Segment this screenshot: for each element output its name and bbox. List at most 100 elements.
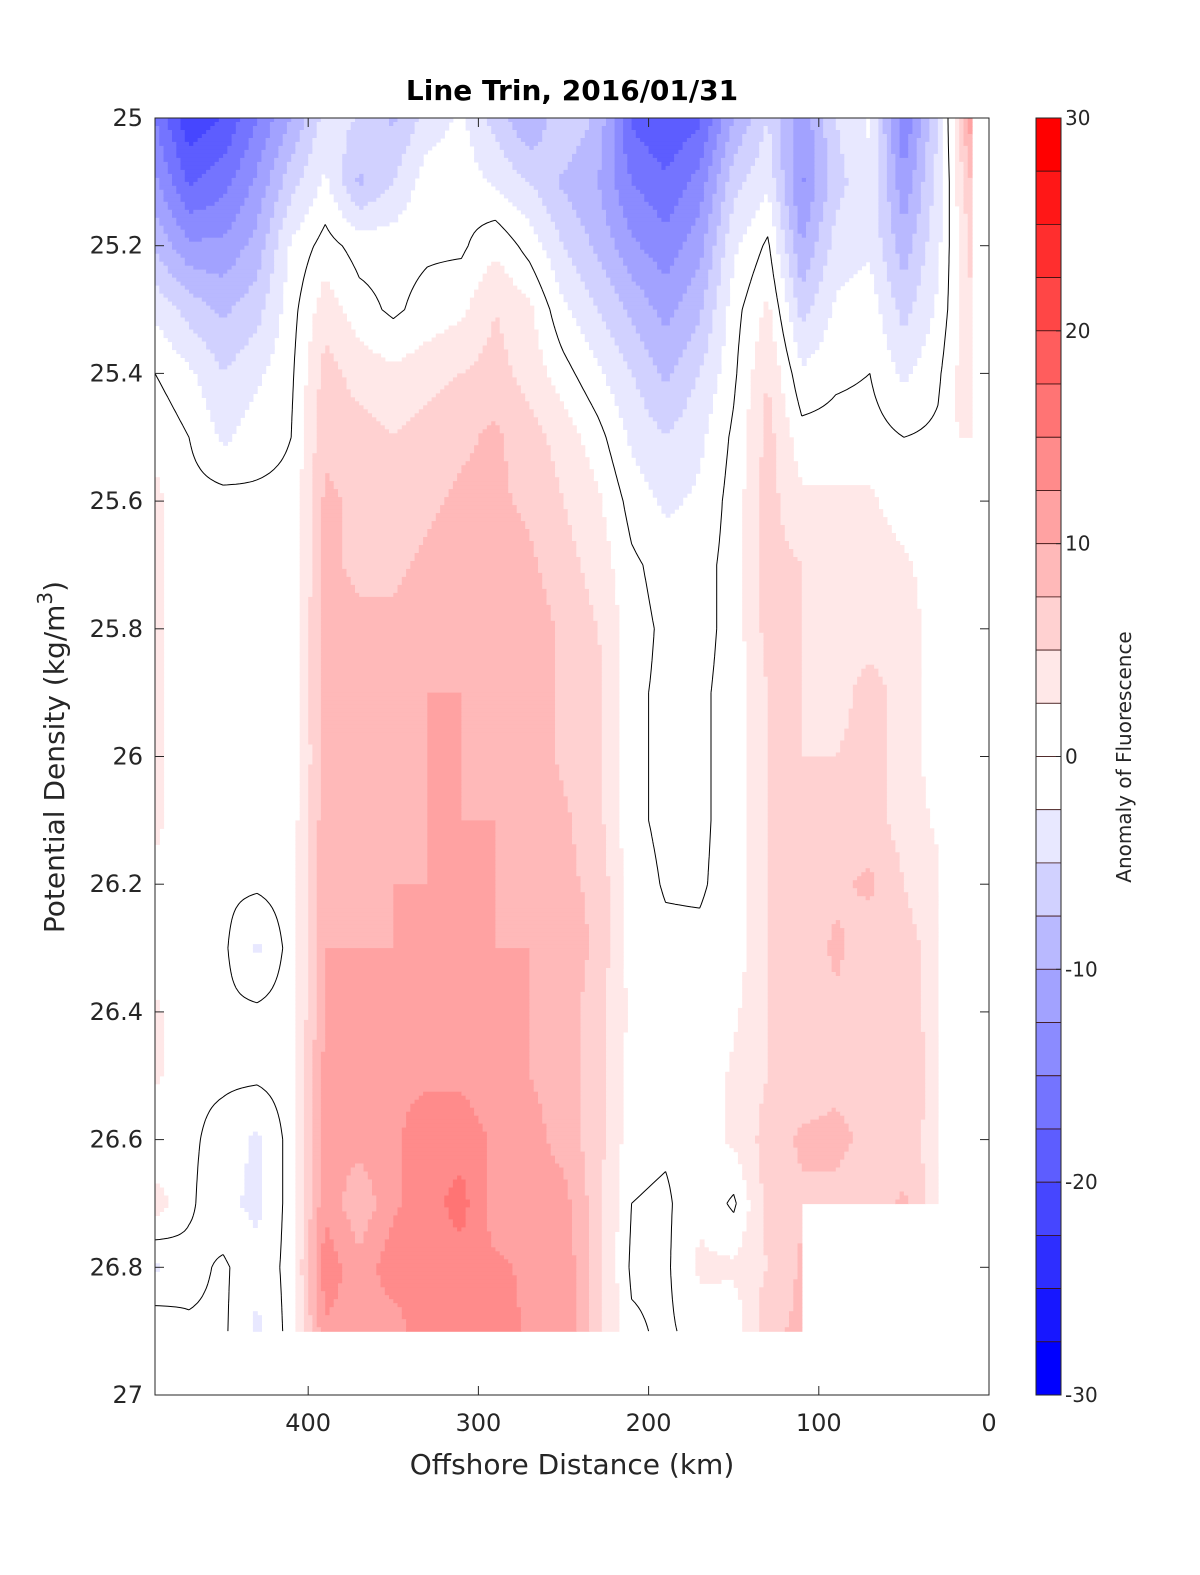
contour-band-cell — [308, 1291, 318, 1296]
contour-band-cell — [546, 249, 569, 255]
contour-band-cell — [491, 1243, 573, 1248]
contour-band-cell — [393, 1215, 450, 1220]
contour-band-cell — [793, 229, 799, 235]
contour-band-cell — [533, 225, 556, 231]
contour-band-cell — [155, 1015, 165, 1021]
contour-band-cell — [257, 169, 271, 175]
contour-band-cell — [767, 1267, 799, 1272]
contour-band-cell — [899, 257, 909, 263]
contour-band-cell — [299, 505, 314, 510]
contour-band-cell — [184, 229, 228, 235]
contour-band-cell — [308, 920, 318, 925]
contour-band-cell — [623, 305, 654, 311]
contour-band-cell — [376, 1263, 514, 1268]
contour-band-cell — [257, 269, 275, 275]
contour-band-cell — [793, 1139, 854, 1145]
contour-band-cell — [257, 273, 271, 279]
contour-band-cell — [886, 173, 896, 179]
contour-band-cell — [925, 1199, 939, 1205]
contour-band-cell — [891, 130, 901, 135]
contour-band-cell — [580, 1051, 607, 1057]
contour-band-cell — [886, 788, 926, 793]
contour-band-cell — [397, 173, 420, 179]
contour-band-cell — [320, 1179, 347, 1185]
contour-band-cell — [278, 237, 292, 243]
contour-band-cell — [172, 181, 190, 187]
contour-band-cell — [435, 333, 492, 339]
contour-band-cell — [299, 740, 309, 746]
contour-band-cell — [393, 900, 496, 905]
contour-band-cell — [303, 1251, 309, 1256]
contour-band-cell — [580, 561, 611, 566]
contour-band-cell — [878, 672, 922, 678]
contour-band-cell — [214, 429, 237, 434]
contour-band-cell — [780, 265, 790, 271]
contour-band-cell — [320, 1111, 407, 1117]
contour-band-cell — [478, 161, 513, 167]
contour-band-cell — [295, 1063, 305, 1069]
contour-band-cell — [423, 405, 531, 410]
contour-band-cell — [342, 1271, 377, 1276]
contour-band-cell — [967, 253, 973, 259]
contour-band-cell — [955, 177, 965, 183]
contour-band-cell — [320, 620, 556, 626]
contour-band-cell — [503, 153, 573, 159]
contour-band-cell — [312, 1151, 322, 1157]
contour-band-cell — [325, 952, 530, 957]
contour-band-cell — [303, 1107, 313, 1113]
contour-band-cell — [529, 529, 573, 534]
contour-band-cell — [555, 652, 603, 658]
contour-band-cell — [784, 529, 892, 534]
contour-band-cell — [763, 305, 769, 311]
contour-band-cell — [503, 433, 548, 438]
contour-band-cell — [308, 808, 322, 813]
contour-band-cell — [516, 1295, 577, 1300]
contour-band-cell — [572, 257, 599, 263]
contour-band-cell — [167, 169, 186, 175]
contour-band-cell — [320, 1247, 335, 1252]
contour-band-cell — [584, 908, 611, 913]
contour-band-cell — [316, 1007, 326, 1013]
contour-band-cell — [316, 297, 339, 303]
contour-band-cell — [495, 896, 586, 901]
y-tick-label: 25.6 — [90, 487, 143, 515]
contour-band-cell — [759, 1111, 828, 1117]
contour-band-cell — [176, 145, 228, 151]
contour-band-cell — [755, 365, 782, 370]
contour-band-cell — [716, 177, 731, 183]
contour-band-cell — [478, 357, 509, 362]
contour-band-cell — [614, 145, 624, 151]
contour-band-cell — [746, 804, 769, 809]
contour-band-cell — [550, 445, 586, 450]
contour-band-cell — [908, 313, 935, 319]
contour-band-cell — [682, 413, 709, 418]
contour-band-cell — [529, 952, 590, 957]
contour-band-cell — [176, 153, 224, 159]
contour-band-cell — [708, 349, 722, 355]
contour-band-cell — [303, 165, 343, 171]
contour-band-cell — [529, 1023, 582, 1029]
contour-band-cell — [925, 253, 939, 259]
contour-band-cell — [610, 928, 624, 933]
contour-band-cell — [295, 991, 309, 997]
contour-band-cell — [316, 1207, 343, 1212]
contour-band-cell — [320, 600, 547, 606]
contour-band-cell — [155, 1183, 160, 1189]
contour-band-cell — [737, 1007, 769, 1013]
contour-band-cell — [895, 185, 913, 191]
contour-band-cell — [359, 205, 365, 211]
contour-band-cell — [925, 177, 935, 183]
contour-band-cell — [155, 141, 160, 147]
contour-band-cell — [299, 592, 314, 598]
contour-band-cell — [312, 568, 322, 574]
contour-band-cell — [512, 1263, 577, 1268]
contour-band-cell — [699, 369, 722, 374]
contour-band-cell — [312, 141, 347, 147]
contour-band-cell — [848, 716, 888, 722]
contour-band-cell — [248, 289, 271, 295]
contour-band-cell — [801, 644, 922, 650]
contour-band-cell — [759, 477, 777, 482]
contour-band-cell — [644, 293, 684, 299]
contour-band-cell — [835, 1107, 926, 1113]
contour-band-cell — [312, 580, 322, 586]
